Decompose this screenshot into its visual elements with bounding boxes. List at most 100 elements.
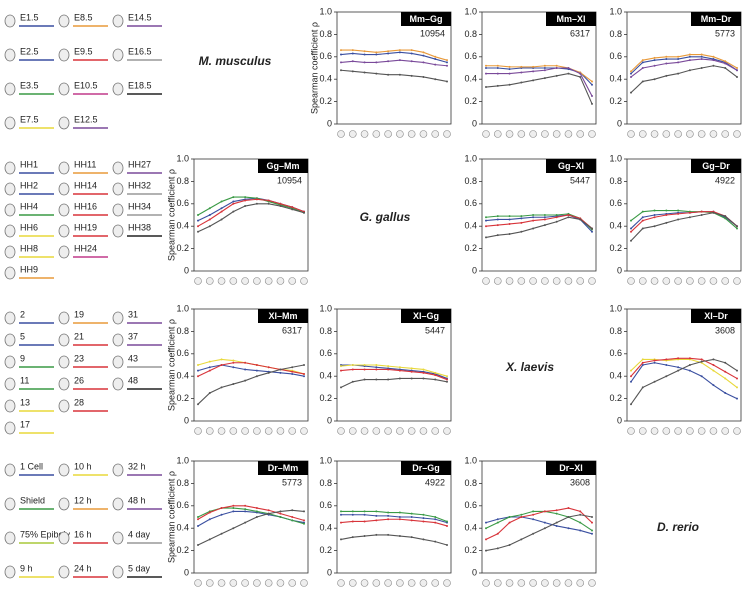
point: [220, 358, 223, 361]
point: [496, 67, 499, 69]
stage-icon: [112, 82, 124, 96]
stage-icon: [674, 130, 682, 138]
point: [340, 513, 342, 516]
point: [520, 538, 523, 541]
point: [485, 549, 487, 552]
panel-count: 6317: [282, 325, 302, 335]
point: [398, 535, 401, 538]
point: [567, 216, 570, 219]
y-tick-label: 0.2: [176, 545, 189, 555]
point: [434, 540, 437, 543]
point: [508, 68, 511, 71]
panel-count: 5773: [715, 28, 735, 38]
point: [422, 520, 425, 523]
y-tick-label: 0.2: [609, 393, 622, 403]
stage-label: 37: [128, 331, 138, 341]
point: [736, 377, 738, 380]
point: [446, 380, 448, 383]
y-tick-label: 0.6: [609, 198, 622, 208]
point: [555, 64, 558, 67]
point: [688, 69, 691, 72]
point: [363, 61, 366, 64]
stage-label: 2: [20, 309, 25, 319]
stage-icon: [112, 203, 124, 217]
y-tick-label: 0: [184, 265, 189, 275]
point: [567, 516, 570, 518]
point: [387, 73, 390, 76]
point: [736, 227, 738, 230]
y-tick-label: 0.8: [176, 176, 189, 186]
y-tick-label: 0: [472, 265, 477, 275]
series-line: [485, 507, 593, 540]
y-tick-label: 0.8: [176, 326, 189, 336]
stage-icon: [194, 427, 202, 435]
point: [232, 366, 235, 369]
point: [398, 51, 401, 54]
point: [724, 215, 727, 218]
point: [291, 208, 294, 211]
point: [279, 510, 282, 513]
series-line: [340, 368, 448, 381]
point: [579, 529, 582, 532]
point: [712, 64, 715, 67]
panel-count: 3608: [715, 325, 735, 335]
point: [736, 69, 738, 72]
point: [508, 218, 511, 221]
point: [351, 60, 354, 63]
point: [532, 214, 535, 216]
point: [736, 75, 738, 78]
title-box: [691, 309, 741, 323]
point: [197, 219, 199, 222]
stage-icon: [662, 427, 671, 435]
point: [208, 214, 211, 216]
stage-icon: [552, 579, 561, 587]
point: [303, 522, 305, 525]
point: [532, 79, 535, 82]
stage-icon: [253, 579, 261, 587]
point: [340, 365, 342, 368]
y-tick-label: 0.6: [176, 500, 189, 510]
series-line: [197, 198, 305, 227]
stage-icon: [264, 427, 273, 435]
y-tick-label: 0.6: [609, 51, 622, 61]
point: [543, 214, 546, 216]
species-name: M. musculus: [199, 54, 272, 68]
point: [630, 72, 632, 75]
point: [340, 53, 342, 56]
point: [641, 210, 644, 213]
stage-icon: [541, 130, 549, 138]
stage-icon: [4, 203, 16, 217]
stage-icon: [58, 399, 70, 413]
point: [422, 377, 425, 380]
point: [434, 378, 437, 381]
stage-icon: [58, 203, 70, 217]
stage-label: E10.5: [74, 80, 98, 90]
point: [244, 510, 247, 513]
point: [422, 538, 425, 541]
stage-icon: [58, 182, 70, 196]
species-name: X. laevis: [505, 360, 554, 374]
point: [591, 516, 593, 518]
title-box: [691, 12, 741, 26]
point: [677, 209, 680, 212]
stage-label: 19: [74, 309, 84, 319]
point: [375, 53, 378, 56]
point: [641, 59, 644, 62]
point: [724, 361, 727, 364]
point: [641, 219, 644, 222]
plot-frame: [193, 308, 309, 422]
point: [351, 536, 354, 539]
point: [279, 368, 282, 371]
point: [579, 75, 582, 78]
panel-count: 5447: [570, 175, 590, 185]
point: [724, 392, 727, 394]
stage-icon: [4, 421, 16, 435]
stage-label: 31: [128, 309, 138, 319]
point: [232, 196, 235, 199]
stage-label: 9 h: [20, 563, 33, 573]
point: [340, 521, 342, 524]
point: [446, 524, 448, 527]
stage-label: 12 h: [74, 495, 92, 505]
point: [688, 59, 691, 62]
stage-icon: [253, 427, 261, 435]
